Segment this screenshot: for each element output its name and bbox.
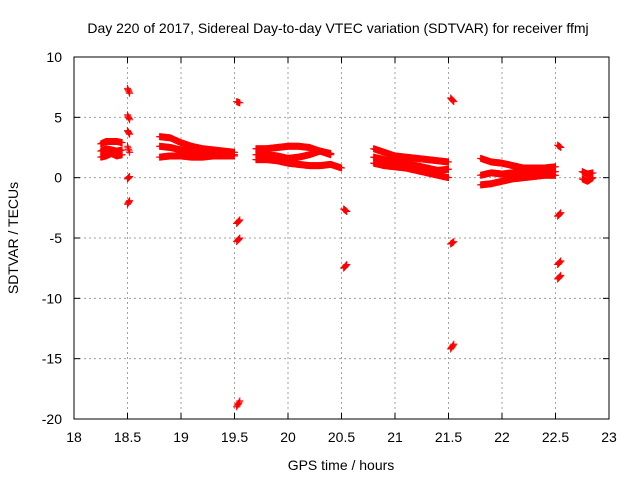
data-point (556, 210, 564, 218)
y-tick-label: -5 (50, 230, 63, 246)
data-point (235, 235, 243, 243)
data-point (557, 209, 565, 217)
x-tick-label: 20 (280, 429, 296, 445)
data-point (556, 209, 564, 217)
data-point (118, 151, 126, 159)
data-point (445, 158, 452, 166)
y-tick-label: 5 (54, 109, 62, 125)
data-point (126, 89, 134, 97)
data-point (125, 115, 133, 123)
data-point (589, 174, 597, 182)
data-point (343, 261, 351, 269)
data-point (556, 258, 564, 266)
data-point (445, 165, 452, 173)
data-points (97, 84, 597, 411)
data-point (126, 172, 134, 180)
data-point (118, 139, 126, 147)
data-point (124, 142, 131, 150)
data-point (338, 164, 345, 172)
data-point (327, 150, 335, 158)
y-tick-label: -10 (42, 290, 62, 306)
data-point (342, 261, 350, 269)
data-point (556, 273, 564, 281)
data-point (235, 217, 243, 225)
data-point (450, 238, 458, 246)
data-point (125, 173, 133, 181)
y-tick-label: -15 (42, 351, 62, 367)
x-tick-labels: 18 18.5 19 19.5 20 20.5 21 21.5 22 22.5 23 (66, 429, 617, 445)
y-tick-label: 10 (46, 49, 62, 65)
y-tick-labels: -20 -15 -10 -5 0 5 10 (42, 49, 62, 427)
x-tick-label: 18 (66, 429, 82, 445)
data-point (557, 257, 565, 265)
data-point (449, 341, 457, 349)
x-tick-label: 19 (173, 429, 189, 445)
data-point (450, 98, 458, 106)
data-point (445, 174, 452, 182)
data-point (126, 148, 134, 156)
data-point (557, 271, 565, 279)
data-point (125, 198, 133, 206)
data-point (342, 262, 350, 270)
chart-title: Day 220 of 2017, Sidereal Day-to-day VTE… (87, 20, 588, 36)
data-point (125, 129, 133, 137)
data-point (125, 128, 133, 136)
data-point (124, 144, 132, 152)
data-point (449, 97, 457, 105)
data-point (125, 147, 133, 155)
data-point (235, 217, 243, 225)
x-tick-label: 18.5 (114, 429, 141, 445)
y-axis-label: SDTVAR / TECUs (5, 182, 21, 294)
data-point (126, 197, 134, 205)
data-point (450, 340, 458, 348)
x-tick-label: 19.5 (221, 429, 248, 445)
data-point (125, 88, 133, 96)
axis-ticks (73, 56, 610, 420)
x-tick-label: 21.5 (435, 429, 462, 445)
data-point (125, 145, 133, 153)
x-tick-label: 22.5 (542, 429, 569, 445)
data-point (126, 130, 134, 138)
x-tick-label: 20.5 (328, 429, 355, 445)
data-point (235, 235, 243, 243)
x-tick-label: 21 (387, 429, 403, 445)
data-point (125, 174, 133, 182)
data-point (343, 207, 351, 215)
x-tick-label: 23 (601, 429, 617, 445)
x-axis-label: GPS time / hours (288, 457, 395, 473)
data-point (557, 144, 565, 151)
data-point (556, 258, 564, 266)
data-point (236, 216, 244, 224)
data-point (126, 116, 134, 124)
data-point (236, 397, 244, 405)
data-point (124, 174, 132, 182)
data-point (236, 234, 244, 242)
data-point (235, 398, 243, 406)
y-tick-label: -20 (42, 411, 62, 427)
data-point (552, 171, 559, 179)
x-tick-label: 22 (494, 429, 510, 445)
data-point (449, 96, 457, 104)
data-point (236, 99, 244, 107)
data-point (556, 272, 564, 280)
data-point (125, 197, 133, 205)
y-tick-label: 0 (54, 170, 62, 186)
data-point (231, 152, 238, 160)
